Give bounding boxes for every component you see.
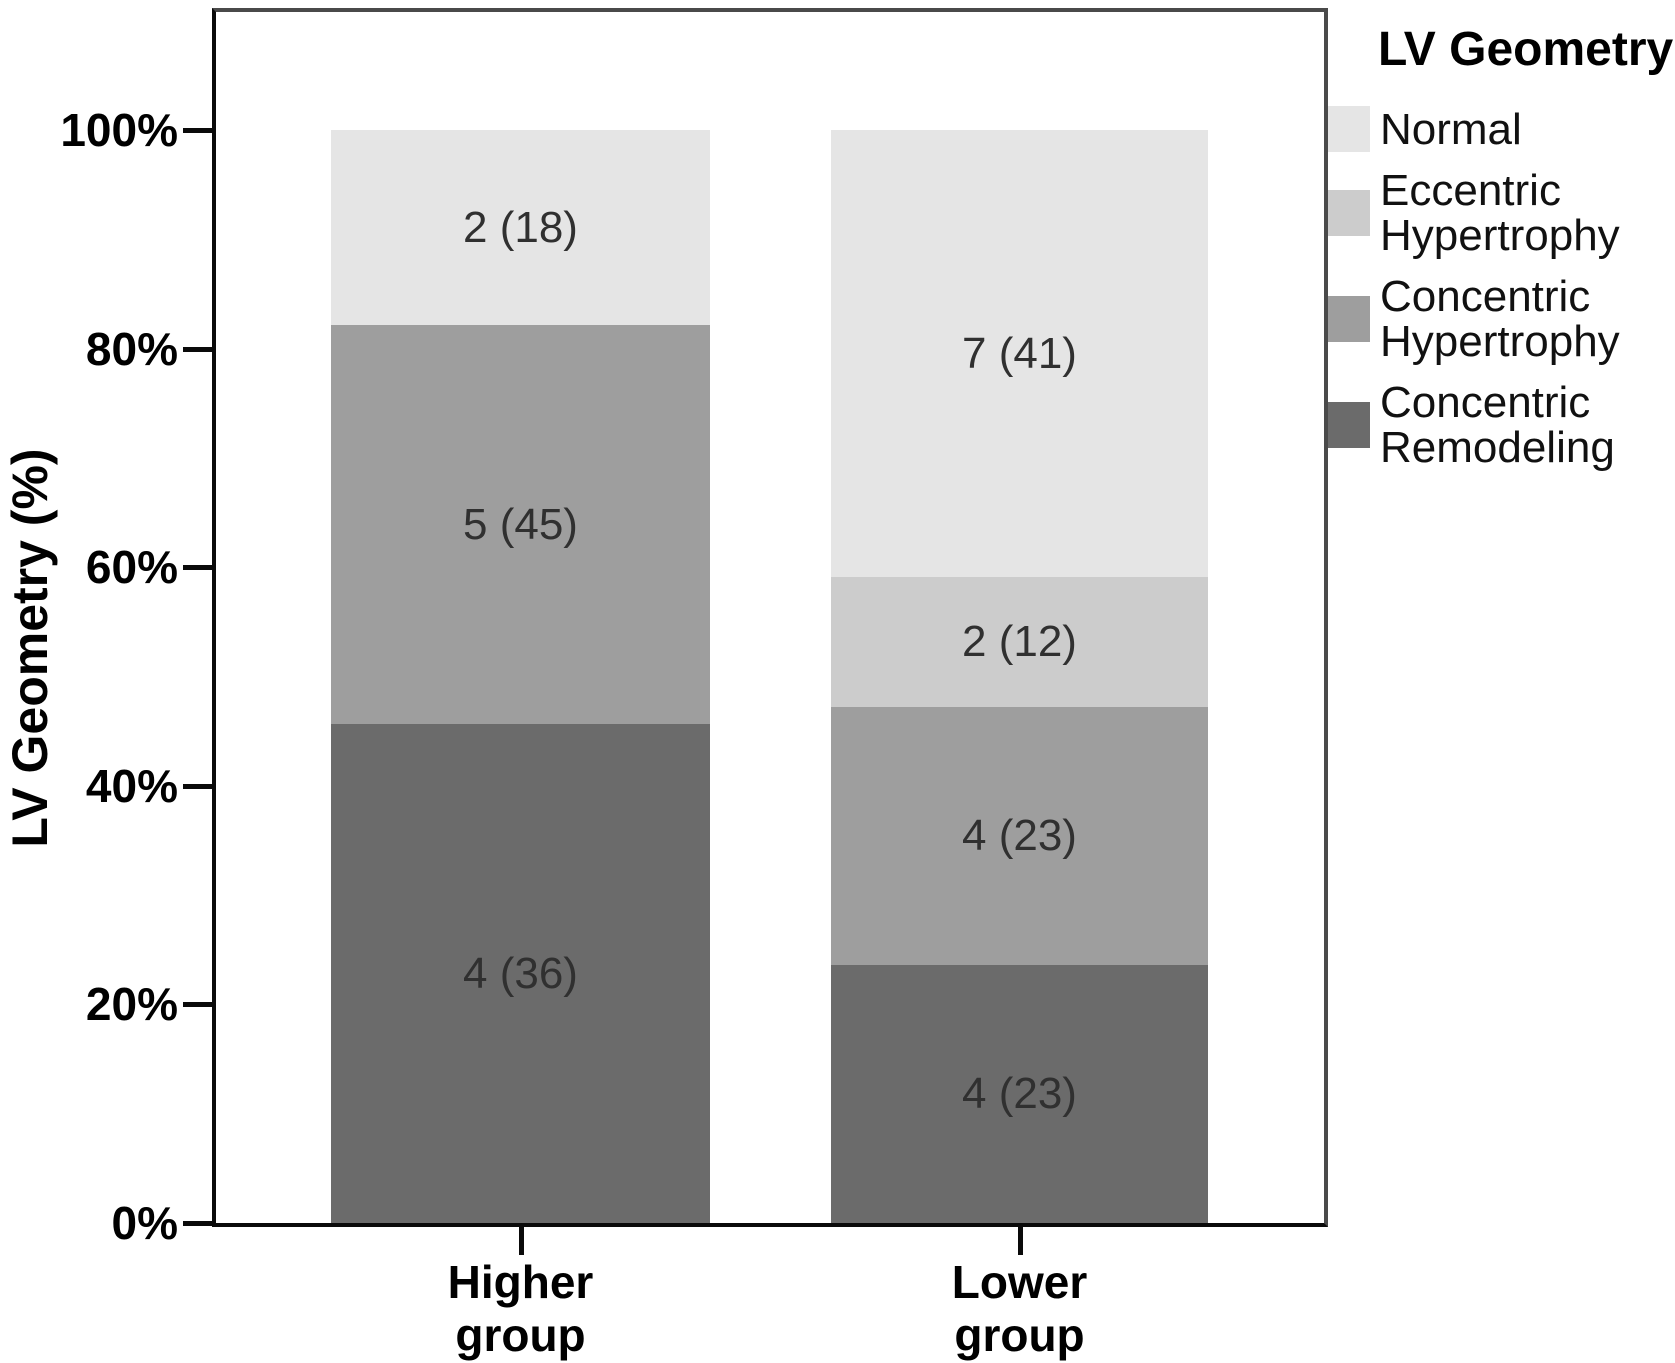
x-tick-mark [518,1225,524,1255]
segment-label: 4 (36) [463,949,578,998]
bar-segment: 4 (23) [831,965,1208,1223]
x-tick-mark [1017,1225,1023,1255]
y-tick-mark [183,1002,213,1008]
legend-title: LV Geometry [1378,23,1674,76]
segment-label: 2 (18) [463,202,578,252]
y-tick-label: 0% [111,1197,178,1249]
legend-swatch [1328,106,1370,152]
bar-higher-group: 2 (18) 5 (45) 4 (36) [331,130,710,1223]
legend-item: Normal [1328,106,1673,152]
legend-item-label: Eccentric Hypertrophy [1380,166,1620,260]
legend: LV Geometry Normal Eccentric Hypertrophy C… [1328,24,1673,486]
legend-items: Normal Eccentric Hypertrophy Concentric Hy… [1328,106,1673,470]
legend-item: Concentric Hypertrophy [1328,274,1673,364]
y-tick-mark [183,346,213,352]
legend-swatch [1328,402,1370,448]
y-tick-label: 60% [85,541,178,594]
y-tick-label: 40% [85,759,178,812]
y-tick-label: 100% [60,104,178,156]
legend-item-label: Concentric Remodeling [1380,378,1615,472]
segment-label: 7 (41) [962,328,1077,378]
segment-label: 4 (23) [962,1069,1077,1118]
segment-label: 5 (45) [463,499,578,549]
y-tick-mark [183,128,213,133]
legend-item: Concentric Remodeling [1328,380,1673,470]
bar-segment: 4 (36) [331,724,710,1223]
bar-segment: 5 (45) [331,325,710,724]
legend-item-label: Normal [1380,104,1522,154]
x-category-label: Higher group [447,1256,594,1361]
x-category-label: Lower group [951,1256,1088,1361]
y-axis-title: LV Geometry (%) [2,448,58,848]
segment-label: 4 (23) [962,811,1077,860]
bar-segment: 2 (12) [831,577,1208,707]
y-tick-mark [183,565,213,571]
legend-swatch [1328,190,1370,236]
y-tick-label: 20% [85,978,178,1031]
bar-segment: 2 (18) [331,130,710,325]
y-tick-mark [183,1221,213,1226]
y-tick-mark [183,783,213,789]
segment-label: 2 (12) [962,617,1077,666]
legend-swatch [1328,296,1370,342]
bar-lower-group: 7 (41) 2 (12) 4 (23) 4 (23) [831,130,1208,1223]
y-tick-label: 80% [85,322,178,375]
bar-segment: 7 (41) [831,130,1208,577]
bar-segment: 4 (23) [831,707,1208,965]
legend-item-label: Concentric Hypertrophy [1380,272,1620,366]
legend-item: Eccentric Hypertrophy [1328,168,1673,258]
